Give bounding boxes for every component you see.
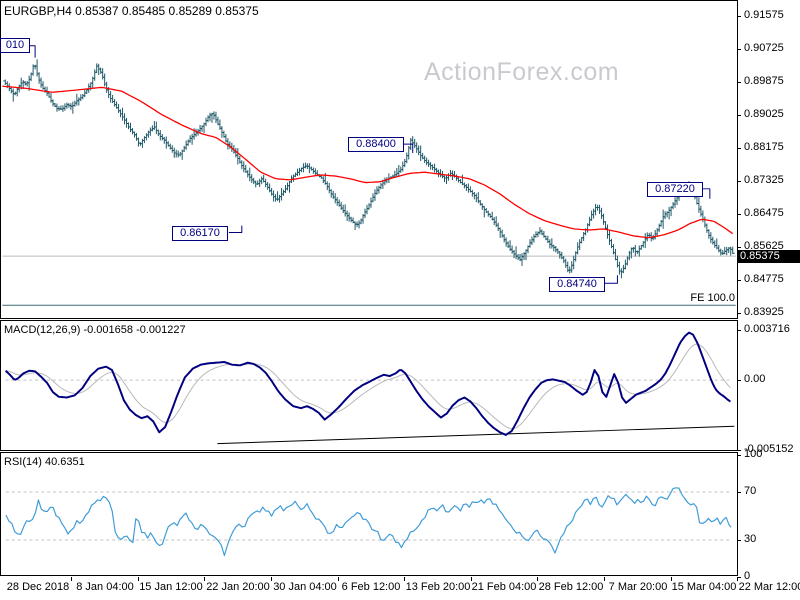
time-axis-tick (71, 577, 72, 581)
time-axis-label: 21 Feb 04:00 (471, 581, 537, 593)
annotation-connector (28, 45, 36, 58)
time-axis-label: 15 Jan 12:00 (139, 581, 203, 593)
y-axis-label: 0.00 (744, 373, 766, 385)
price-annotation: 0.86170 (172, 226, 228, 241)
price-bars (4, 59, 734, 279)
annotation-connector (228, 225, 243, 234)
time-axis-tick (671, 577, 672, 581)
rsi-title: RSI(14) 40.6351 (4, 456, 85, 468)
time-axis-tick (604, 577, 605, 581)
macd-line (4, 331, 731, 436)
time-axis-label: 13 Feb 20:00 (405, 581, 471, 593)
y-axis-tick (737, 577, 741, 578)
y-axis-label: 0.88175 (744, 141, 784, 153)
time-axis-label: 22 Jan 20:00 (206, 581, 270, 593)
y-axis-tick (737, 455, 741, 456)
macd-trendline (217, 425, 735, 445)
annotation-connector (700, 188, 711, 199)
y-axis-label: 0.90725 (744, 42, 784, 54)
price-annotation: 010 (0, 38, 30, 53)
price-close-ticks (5, 65, 735, 273)
rsi-line (5, 487, 732, 557)
time-axis-tick (271, 577, 272, 581)
y-axis-tick (737, 49, 741, 50)
y-axis-tick (737, 148, 741, 149)
macd-signal-line (5, 343, 731, 430)
y-axis-tick (737, 214, 741, 215)
price-annotation: 0.84740 (549, 277, 605, 292)
y-axis-label: 0 (744, 570, 751, 582)
time-axis-tick (471, 577, 472, 581)
annotation-connector (603, 275, 618, 284)
y-axis-label: -0.005152 (744, 443, 794, 455)
y-axis-tick (737, 82, 741, 83)
macd-title: MACD(12,26,9) -0.001658 -0.001227 (4, 324, 186, 336)
y-axis-label: 0.83925 (744, 306, 784, 318)
time-axis-label: 28 Feb 12:00 (538, 581, 604, 593)
y-axis-tick (737, 16, 741, 17)
time-axis-label: 15 Mar 04:00 (671, 581, 737, 593)
y-axis-tick (737, 330, 741, 331)
y-axis-label: 0.003716 (744, 323, 790, 335)
macd-chart (0, 320, 738, 451)
time-axis-label: 30 Jan 04:00 (273, 581, 337, 593)
y-axis-label: 30 (744, 533, 757, 545)
time-axis-label: 7 Mar 20:00 (608, 581, 668, 593)
y-axis-tick (737, 540, 741, 541)
fib-expansion-label: FE 100.0 (690, 292, 735, 304)
y-axis-tick (737, 313, 741, 314)
y-axis-label: 70 (744, 485, 757, 497)
y-axis-label: 0.86475 (744, 207, 784, 219)
y-axis-tick (737, 380, 741, 381)
y-axis-tick (737, 450, 741, 451)
moving-average-line (2, 85, 734, 239)
time-axis-label: 6 Feb 12:00 (341, 581, 401, 593)
y-axis-label: 0.87325 (744, 174, 784, 186)
y-axis-label: 100 (744, 448, 763, 460)
y-axis-label: 0.89025 (744, 108, 784, 120)
price-chart (0, 0, 738, 319)
time-axis-tick (204, 577, 205, 581)
annotation-connector (403, 143, 414, 154)
symbol-title: EURGBP,H4 0.85387 0.85485 0.85289 0.8537… (4, 4, 259, 18)
y-axis-tick (737, 280, 741, 281)
price-annotation: 0.87220 (647, 182, 703, 197)
y-axis-tick (737, 181, 741, 182)
current-price-badge: 0.85375 (738, 250, 800, 263)
y-axis-label: 0.91575 (744, 9, 784, 21)
y-axis-label: 0.85625 (744, 240, 784, 252)
y-axis-label: 0.84775 (744, 273, 784, 285)
y-axis-tick (737, 247, 741, 248)
watermark: ActionForex.com (424, 58, 620, 86)
time-axis-label: 22 Mar 12:00 (738, 581, 800, 593)
rsi-chart (0, 452, 738, 576)
time-axis-label: 28 Dec 2018 (6, 581, 70, 593)
time-axis-tick (537, 577, 538, 581)
time-axis-tick (737, 577, 738, 581)
y-axis-tick (737, 492, 741, 493)
time-axis-tick (404, 577, 405, 581)
price-annotation: 0.88400 (348, 137, 404, 152)
y-axis-tick (737, 115, 741, 116)
y-axis-label: 0.89875 (744, 75, 784, 87)
time-axis-tick (338, 577, 339, 581)
time-axis-label: 8 Jan 04:00 (76, 581, 134, 593)
time-axis-tick (138, 577, 139, 581)
